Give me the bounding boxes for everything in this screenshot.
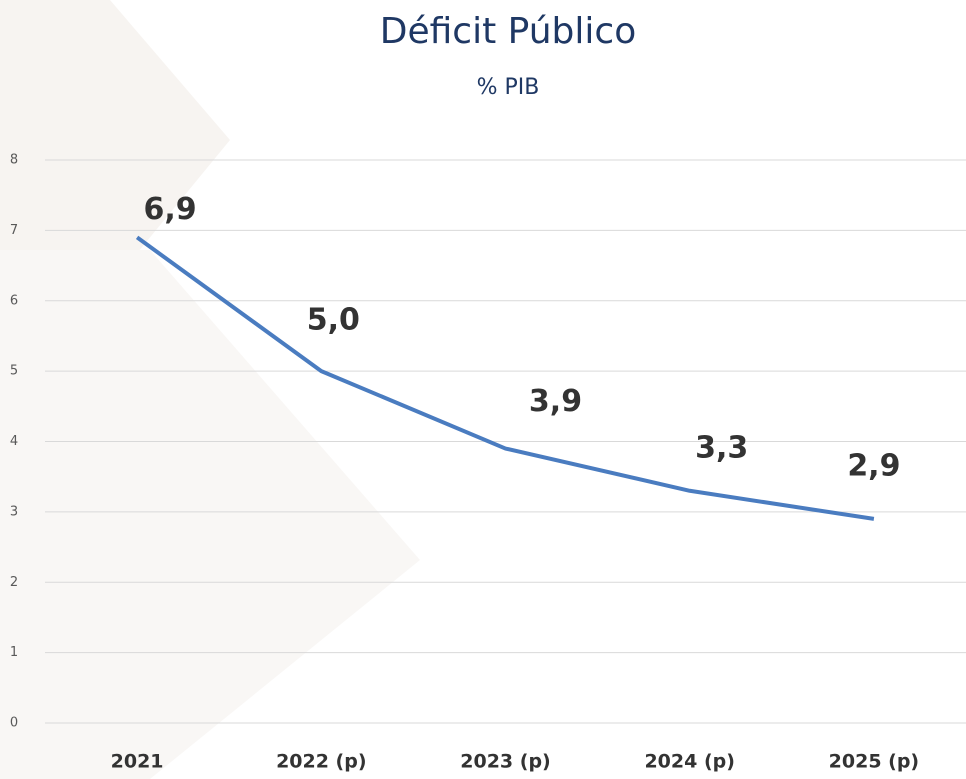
- x-tick-label: 2022 (p): [276, 751, 366, 773]
- data-label: 5,0: [307, 303, 360, 338]
- x-tick-label: 2024 (p): [644, 751, 734, 773]
- data-line: [135, 235, 875, 521]
- x-tick-label: 2021: [111, 751, 164, 773]
- y-tick-label: 5: [10, 364, 18, 379]
- y-tick-label: 3: [10, 504, 18, 519]
- data-label: 3,3: [695, 430, 748, 465]
- y-tick-label: 4: [10, 434, 18, 449]
- y-tick-label: 0: [10, 716, 18, 731]
- y-tick-label: 8: [10, 153, 18, 168]
- y-tick-label: 2: [10, 575, 18, 590]
- chart-subtitle: % PIB: [477, 75, 540, 100]
- y-tick-label: 1: [10, 645, 18, 660]
- data-label: 3,9: [529, 384, 582, 419]
- y-tick-label: 6: [10, 293, 18, 308]
- y-tick-label: 7: [10, 223, 18, 238]
- background-shape: [0, 250, 420, 779]
- data-label: 6,9: [144, 192, 197, 227]
- x-tick-label: 2025 (p): [829, 751, 919, 773]
- chart-title: Déficit Público: [380, 11, 636, 52]
- data-label: 2,9: [847, 448, 900, 483]
- x-tick-label: 2023 (p): [460, 751, 550, 773]
